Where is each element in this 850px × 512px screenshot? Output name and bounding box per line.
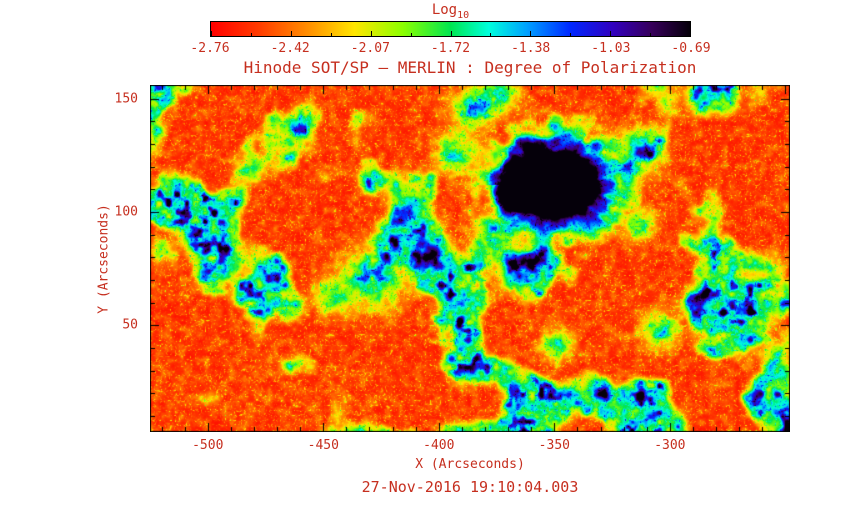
x-axis-title: X (Arcseconds) [415, 457, 525, 472]
colorbar-tick [250, 33, 252, 36]
colorbar-tick-label: -1.38 [511, 41, 551, 56]
colorbar-tick-label: -2.76 [190, 41, 230, 56]
colorbar-tick [290, 31, 292, 36]
y-tick-label: 100 [114, 204, 138, 220]
colorbar-tick-label: -1.72 [430, 41, 471, 56]
x-tick-label: -300 [654, 438, 686, 453]
x-tick-labels: -500 -450 -400 -350 -300 [150, 438, 790, 453]
colorbar-tick [450, 31, 452, 36]
colorbar [210, 21, 691, 37]
colorbar-tick [570, 33, 572, 36]
colorbar-tick-label: -0.69 [671, 41, 711, 56]
x-tick-label: -450 [307, 438, 339, 453]
colorbar-tick-label: -2.42 [270, 41, 310, 56]
plot-title: Hinode SOT/SP — MERLIN : Degree of Polar… [243, 58, 697, 77]
colorbar-title-text: Log [431, 2, 458, 18]
colorbar-title: Log10 [210, 2, 691, 21]
colorbar-tick-label: -2.07 [350, 41, 390, 56]
colorbar-tick-labels: -2.76 -2.42 -2.07 -1.72 -1.38 -1.03 -0.69 [190, 41, 710, 56]
colorbar-tick [610, 31, 612, 36]
colorbar-tick-label: -1.03 [591, 41, 631, 56]
timestamp: 27-Nov-2016 19:10:04.003 [361, 478, 579, 496]
colorbar-tick [690, 31, 691, 36]
colorbar-tick [211, 31, 212, 36]
y-tick-label: 50 [122, 317, 138, 333]
colorbar-tick [330, 33, 332, 36]
colorbar-tick [530, 31, 532, 36]
y-axis-title: Y (Arcseconds) [96, 204, 112, 314]
x-tick-label: -400 [423, 438, 455, 453]
heatmap-canvas [150, 85, 790, 432]
colorbar-tick [370, 31, 372, 36]
x-tick-label: -350 [538, 438, 570, 453]
y-tick-label: 150 [114, 91, 138, 107]
y-tick-labels: 50 100 150 [96, 85, 144, 432]
x-tick-label: -500 [192, 438, 224, 453]
colorbar-tick [490, 33, 492, 36]
colorbar-tick [410, 33, 412, 36]
colorbar-tick [650, 33, 652, 36]
colorbar-title-subscript: 10 [457, 9, 470, 21]
